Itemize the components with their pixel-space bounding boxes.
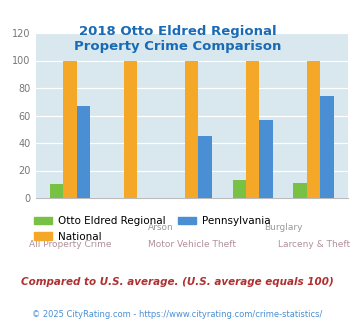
Bar [307, 60, 320, 198]
Legend: Otto Eldred Regional, National, Pennsylvania: Otto Eldred Regional, National, Pennsylv… [34, 216, 270, 242]
Text: All Property Crime: All Property Crime [28, 240, 111, 249]
Text: Motor Vehicle Theft: Motor Vehicle Theft [148, 240, 236, 249]
Text: Larceny & Theft: Larceny & Theft [278, 240, 350, 249]
Text: Burglary: Burglary [264, 223, 302, 232]
Bar [124, 60, 137, 198]
Bar [294, 183, 307, 198]
Text: Arson: Arson [148, 223, 174, 232]
Bar [246, 60, 260, 198]
Bar [50, 184, 63, 198]
Text: Compared to U.S. average. (U.S. average equals 100): Compared to U.S. average. (U.S. average … [21, 278, 334, 287]
Bar [260, 120, 273, 198]
Bar [320, 96, 334, 198]
Bar [185, 60, 198, 198]
Bar [63, 60, 77, 198]
Bar [198, 136, 212, 198]
Bar [233, 180, 246, 198]
Bar [77, 106, 90, 198]
Text: © 2025 CityRating.com - https://www.cityrating.com/crime-statistics/: © 2025 CityRating.com - https://www.city… [32, 310, 323, 319]
Text: 2018 Otto Eldred Regional
Property Crime Comparison: 2018 Otto Eldred Regional Property Crime… [74, 25, 281, 53]
